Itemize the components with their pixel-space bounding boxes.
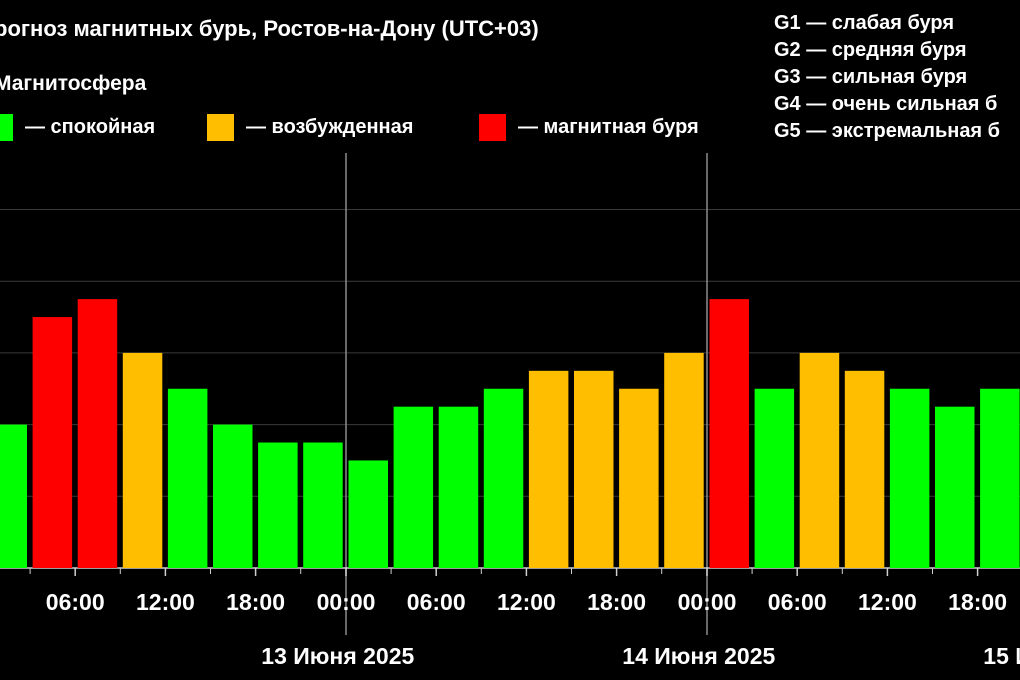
bar	[889, 388, 930, 568]
bar	[122, 352, 163, 568]
g-scale-item: G2 — средняя буря	[774, 39, 967, 61]
legend-label-storm: — магнитная буря	[518, 115, 699, 138]
bar	[980, 388, 1020, 568]
bar	[619, 388, 659, 568]
legend-label-active: — возбужденная	[246, 115, 414, 138]
bar	[528, 370, 569, 568]
date-label: 14 Июня 2025	[622, 643, 775, 669]
bar	[574, 370, 614, 568]
bar	[77, 299, 118, 568]
legend-swatch-active	[207, 113, 234, 141]
legend-title: Магнитосфера	[0, 72, 147, 95]
bar	[799, 352, 840, 568]
bar	[167, 388, 208, 568]
bar	[393, 406, 434, 568]
bar	[935, 406, 975, 568]
bar	[483, 388, 524, 568]
x-tick-label: 06:00	[768, 589, 827, 615]
legend-item-quiet: — спокойная	[0, 113, 156, 141]
bar	[664, 352, 704, 568]
g-scale-item: G1 — слабая буря	[774, 12, 955, 34]
bar	[213, 424, 253, 568]
bar	[709, 299, 749, 568]
g-scale-item: G5 — экстремальная б	[774, 120, 1001, 142]
legend-item-active: — возбужденная	[207, 113, 414, 141]
bar	[844, 370, 885, 568]
x-tick-label: 18:00	[948, 589, 1007, 615]
bar	[0, 424, 27, 568]
x-tick-label: 12:00	[136, 589, 195, 615]
date-label: 15 Июня 2025	[983, 643, 1020, 669]
g-scale-item: G4 — очень сильная б	[774, 93, 998, 115]
bar	[754, 388, 795, 568]
bar	[348, 460, 388, 568]
legend-label-quiet: — спокойная	[25, 115, 156, 138]
x-tick-label: 18:00	[226, 589, 285, 615]
x-tick-label: 00:00	[678, 589, 737, 615]
bar	[32, 317, 73, 568]
legend-swatch-storm	[479, 113, 506, 141]
x-tick-label: 06:00	[46, 589, 105, 615]
page-title: рогноз магнитных бурь, Ростов-на-Дону (U…	[0, 16, 539, 41]
date-label: 13 Июня 2025	[261, 643, 414, 669]
x-tick-label: 18:00	[587, 589, 646, 615]
x-tick-label: 12:00	[858, 589, 917, 615]
legend-item-storm: — магнитная буря	[479, 113, 699, 141]
x-tick-label: 06:00	[407, 589, 466, 615]
bar	[303, 442, 343, 568]
x-tick-label: 12:00	[497, 589, 556, 615]
g-scale-legend: G1 — слабая буря G2 — средняя буря G3 — …	[774, 10, 1000, 145]
g-scale-item: G3 — сильная буря	[774, 66, 968, 88]
bar	[258, 442, 298, 568]
x-tick-label: 00:00	[317, 589, 376, 615]
legend-swatch-quiet	[0, 113, 13, 141]
bar	[438, 406, 479, 568]
